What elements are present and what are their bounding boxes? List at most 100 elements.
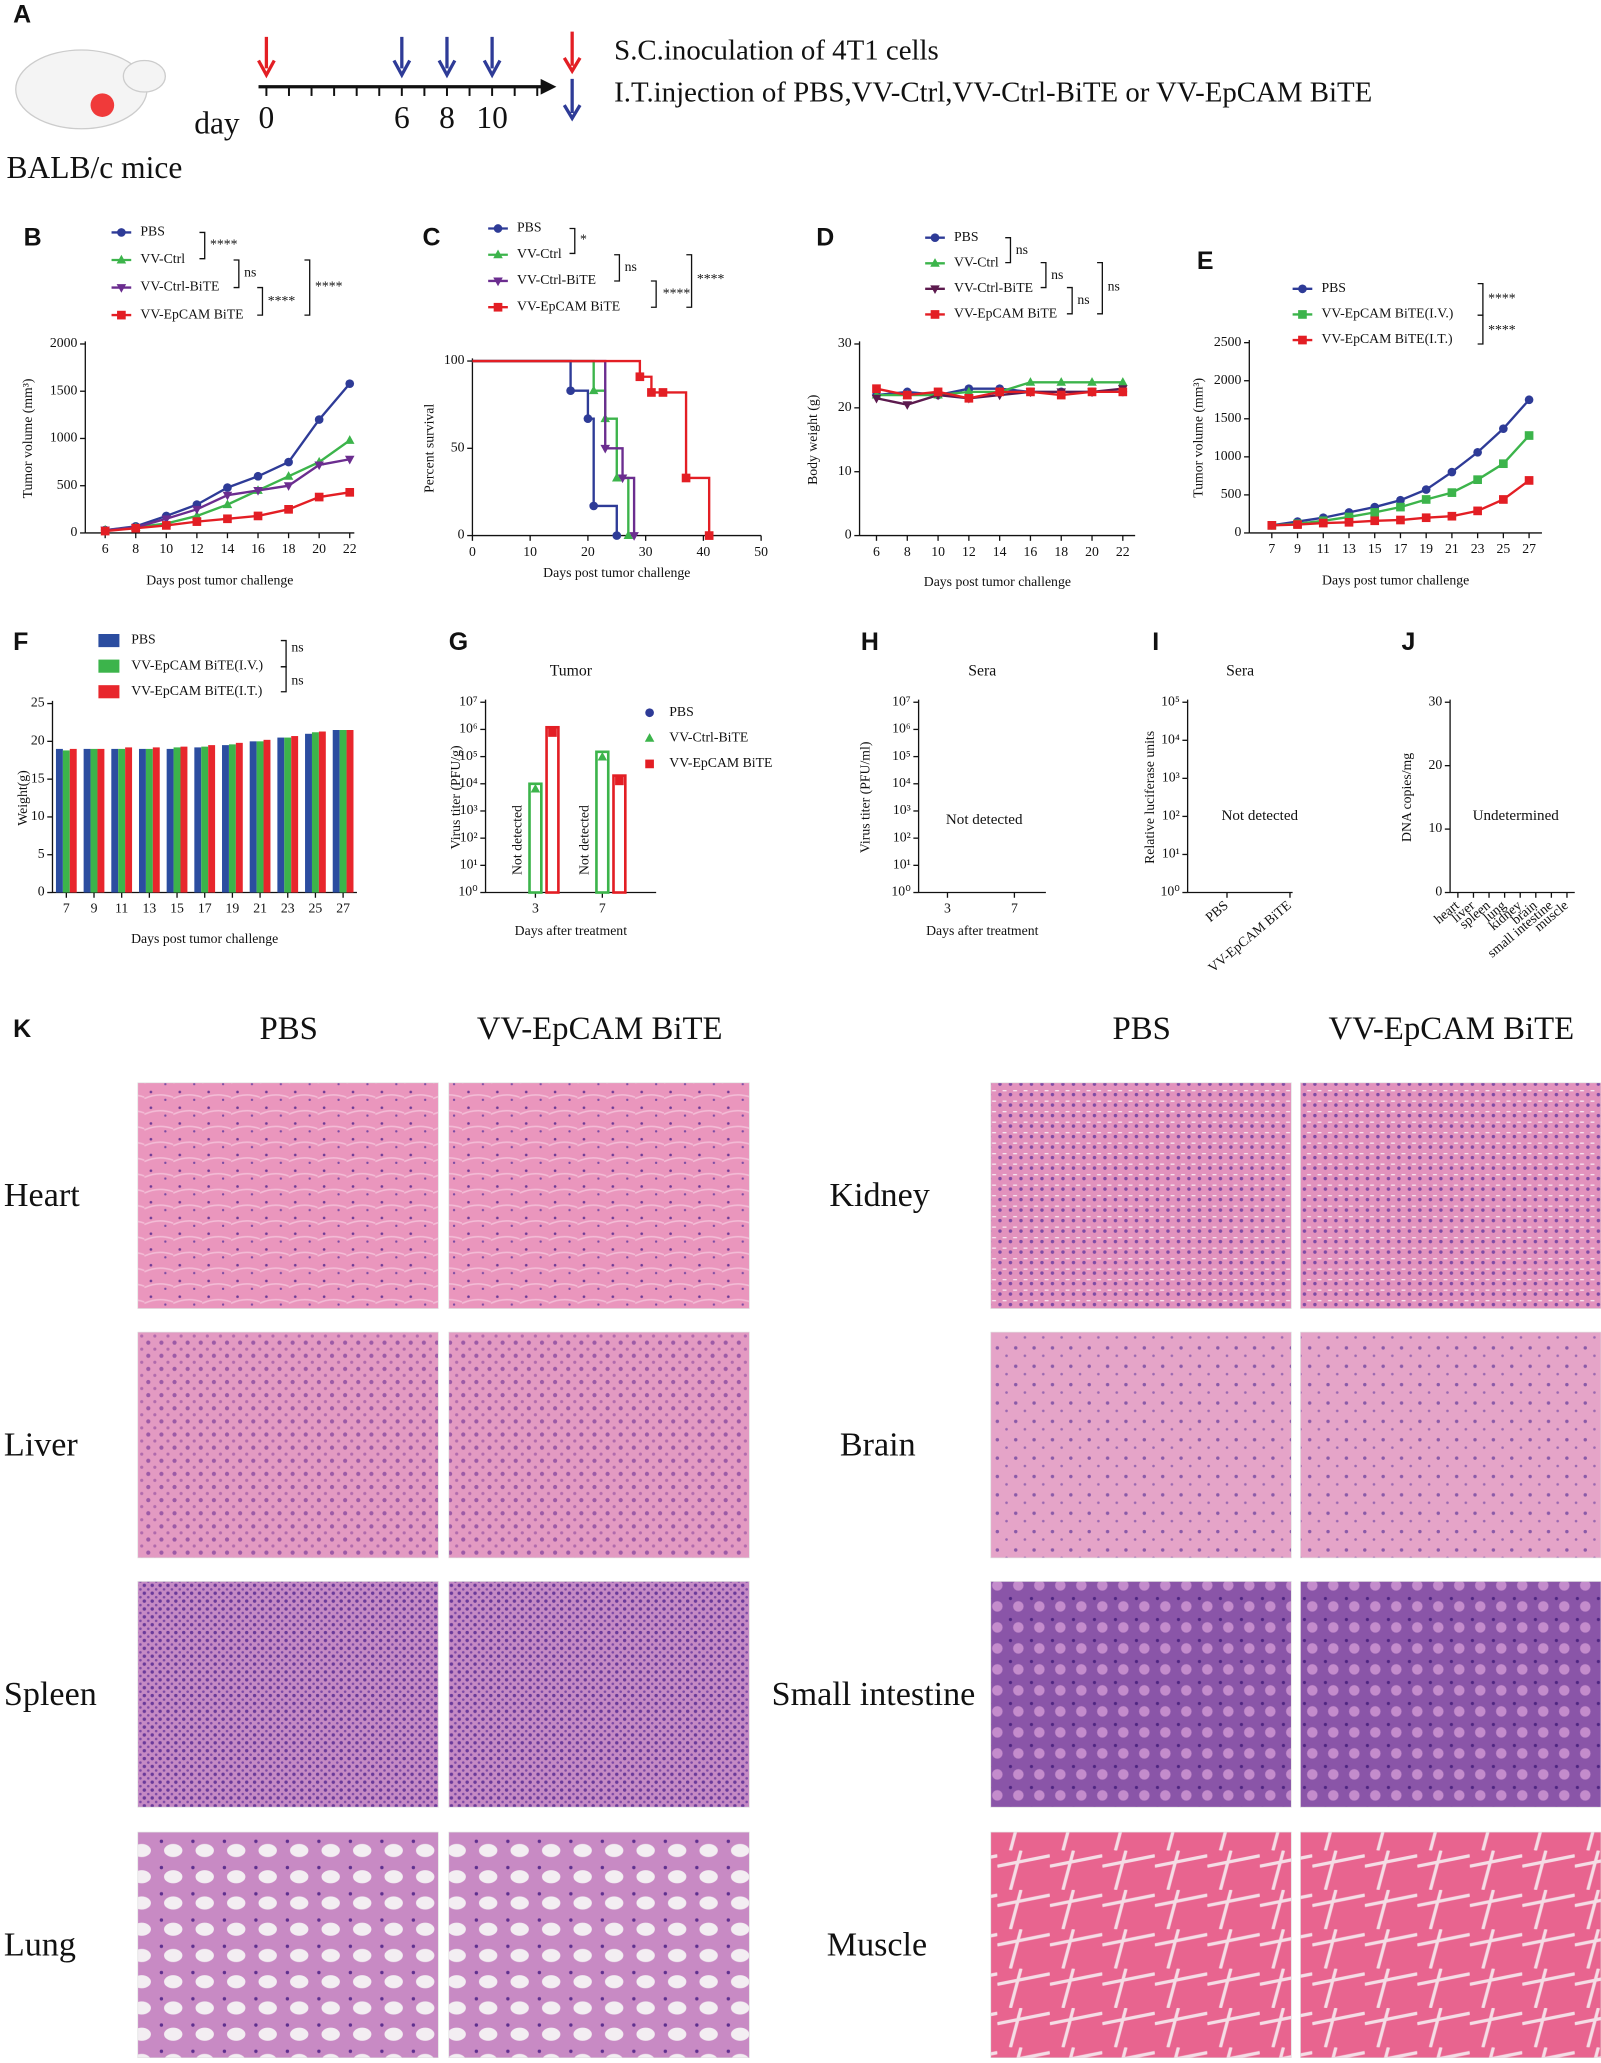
marker [612,472,622,482]
marker [1396,515,1405,525]
series-line [105,382,351,532]
y-tick-label: 30 [1428,693,1442,708]
y-tick-label: 10² [1162,808,1180,823]
y-axis-label: Relative luciferase units [1142,731,1157,864]
x-tick-label: 23 [281,901,295,916]
marker [1370,508,1380,517]
marker [635,372,645,382]
marker [612,531,622,540]
legend-label: VV-Ctrl-BiTE [140,279,219,294]
row-label: Muscle [827,1926,927,1963]
marker [1447,511,1457,521]
y-tick-label: 10⁶ [892,721,911,736]
bar [194,747,202,893]
marker [222,499,233,509]
marker [192,517,202,526]
marker [548,728,557,737]
marker [1499,495,1508,504]
y-tick-label: 10¹ [893,856,911,871]
y-tick-label: 0 [71,524,78,539]
marker [617,474,628,484]
marker [1473,506,1482,516]
y-axis-label: Virus titer (PFU/ml) [857,742,873,854]
histology-image [448,1831,750,2059]
marker [566,386,575,396]
y-tick-label: 10 [31,808,45,823]
marker [964,386,974,396]
histology-image [137,1581,439,1808]
row-label: Kidney [829,1177,929,1214]
legend-label: VV-EpCAM BiTE [669,755,772,770]
annotation: **** [1488,291,1516,306]
y-tick-label: 10² [460,829,478,844]
injection-arrow [437,36,457,79]
marker [623,530,634,540]
annotation: ns [1051,267,1063,282]
legend-marker [493,249,503,259]
marker [681,473,691,483]
y-axis-label: Tumor volume (mm³) [1191,378,1207,498]
x-tick-label: 8 [132,541,139,556]
x-tick-label: 10 [523,544,537,559]
legend-injection: I.T.injection of PBS,VV-Ctrl,VV-Ctrl-BiT… [614,76,1372,108]
x-tick-label: 6 [102,541,109,556]
y-tick-label: 500 [1221,486,1242,501]
histology-image [1300,1581,1601,1808]
y-tick-label: 10⁵ [1161,693,1180,708]
panel-letter: I [1152,628,1159,656]
marker [192,505,202,515]
marker [344,435,355,444]
x-tick-label: 17 [198,901,212,916]
histology-image [990,1082,1292,1309]
bar [612,774,627,894]
y-axis-label: DNA copies/mg [1399,753,1414,842]
marker [1267,521,1277,530]
bar [332,730,340,893]
y-tick-label: 10¹ [460,856,478,871]
legend-marker [493,277,503,287]
x-tick-label: 7 [63,901,70,916]
legend-label: VV-Ctrl-BiTE [954,280,1033,295]
chart-title: Sera [1226,663,1254,680]
marker [647,388,656,397]
marker [283,482,294,491]
bar [90,748,98,893]
annotation: ns [1108,279,1120,294]
x-axis-label: Days post tumor challenge [1322,573,1469,588]
legend-label: VV-Ctrl [954,254,999,269]
bar [235,742,243,893]
x-tick-label: 18 [282,541,296,556]
marker [253,511,263,521]
marker [1118,377,1128,386]
y-tick-label: 10⁶ [459,721,478,736]
marker [161,515,172,524]
bar [228,744,236,893]
panel-letter: A [13,0,31,28]
legend-swatch [98,633,120,648]
legend-marker [493,302,503,312]
bar [222,745,229,893]
x-tick-label: 7 [1268,541,1275,556]
marker [345,379,355,388]
x-tick-label: PBS [1203,898,1231,925]
legend-marker [645,708,654,718]
y-tick-label: 10⁵ [459,748,478,763]
y-tick-label: 10⁰ [458,884,478,899]
marker [597,751,608,761]
x-axis-label: Days after treatment [926,923,1039,938]
bar [263,739,271,893]
y-tick-label: 20 [1428,757,1442,772]
bar [173,747,181,893]
legend-label: PBS [131,632,156,647]
legend-label: PBS [954,229,979,244]
significance-bracket [257,286,264,316]
marker [1056,390,1066,400]
legend-marker [930,258,940,267]
legend-marker [930,285,940,295]
marker [192,510,202,520]
x-tick-label: 18 [1054,544,1068,559]
legend-label: VV-EpCAM BiTE [140,306,243,321]
bar [69,748,77,893]
y-axis-label: Percent survival [422,404,437,493]
